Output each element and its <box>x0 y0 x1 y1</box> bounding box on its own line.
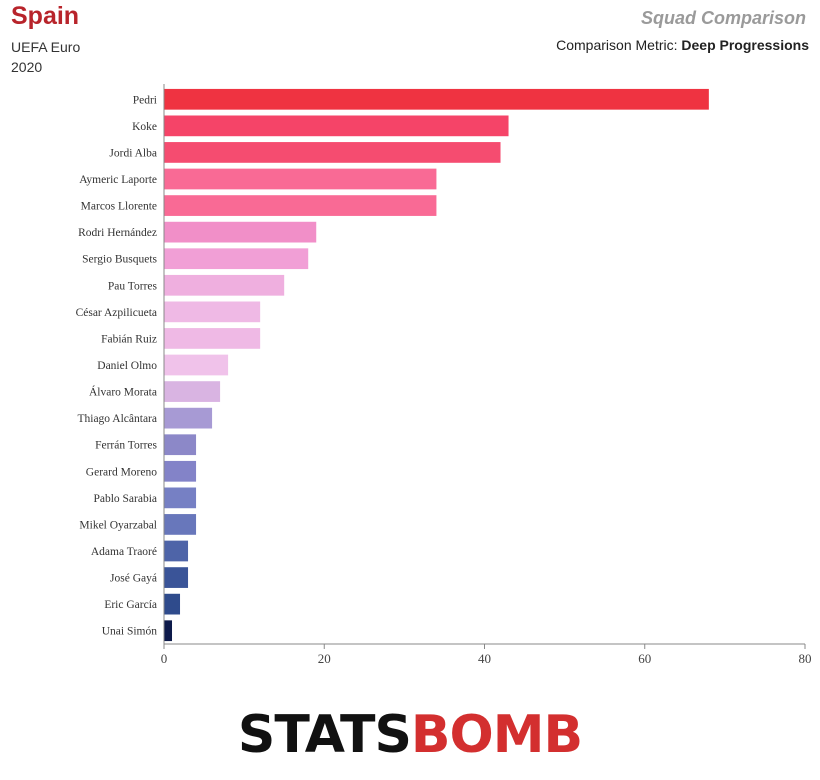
y-tick-label: Pablo Sarabia <box>93 493 157 505</box>
bar <box>164 540 189 562</box>
y-tick-label: Sergio Busquets <box>82 254 157 266</box>
bar <box>164 593 181 615</box>
bar <box>164 381 221 402</box>
bar <box>164 168 437 190</box>
x-tick-label: 20 <box>318 651 331 666</box>
bar <box>164 567 189 588</box>
y-tick-label: Koke <box>132 121 157 133</box>
y-tick-label: Mikel Oyarzabal <box>79 519 157 531</box>
chart-title: Squad Comparison <box>640 8 806 28</box>
y-tick-label: Álvaro Morata <box>89 385 157 399</box>
y-tick-label: Rodri Hernández <box>78 227 157 239</box>
bar <box>164 248 309 270</box>
x-tick-label: 60 <box>638 651 651 666</box>
bar <box>164 221 317 243</box>
bar <box>164 620 173 642</box>
metric-line: Comparison Metric: Deep Progressions <box>556 37 809 53</box>
bar <box>164 354 229 376</box>
x-tick-label: 0 <box>161 651 168 666</box>
y-tick-label: Aymeric Laporte <box>79 174 157 186</box>
bar <box>164 195 437 216</box>
y-tick-label: Pau Torres <box>108 280 158 292</box>
x-tick-label: 80 <box>799 651 812 666</box>
y-tick-label: Ferrán Torres <box>95 440 157 452</box>
y-tick-label: Adama Traoré <box>91 546 157 558</box>
y-tick-label: Jordi Alba <box>109 147 157 159</box>
statsbomb-logo: STATSBOMB <box>0 700 820 770</box>
y-tick-label: Unai Simón <box>102 626 158 638</box>
y-tick-label: Eric García <box>104 599 157 611</box>
bar <box>164 274 285 296</box>
bar <box>164 301 261 323</box>
bar <box>164 460 197 482</box>
bar <box>164 514 197 535</box>
team-name: Spain <box>11 2 80 30</box>
y-tick-label: Daniel Olmo <box>97 360 157 372</box>
logo-text-bomb: BOMB <box>410 705 583 765</box>
metric-value: Deep Progressions <box>681 37 809 53</box>
y-tick-label: José Gayá <box>110 573 157 585</box>
logo-text-stats: STATS <box>237 705 412 765</box>
y-tick-label: César Azpilicueta <box>76 307 157 319</box>
bar <box>164 115 509 137</box>
competition-label: UEFA Euro 2020 <box>11 39 81 75</box>
bar <box>164 328 261 349</box>
y-tick-label: Pedri <box>133 94 157 106</box>
metric-label: Comparison Metric: <box>556 37 678 53</box>
y-tick-label: Gerard Moreno <box>86 466 157 478</box>
bar <box>164 88 709 110</box>
y-tick-label: Marcos Llorente <box>81 201 157 213</box>
y-tick-label: Thiago Alcântara <box>77 413 157 425</box>
bar <box>164 407 213 429</box>
bar <box>164 487 197 509</box>
bar-chart: Pedri Koke Jordi Alba Aymeric Laporte Marcos… <box>76 84 812 666</box>
y-tick-label: Fabián Ruiz <box>101 333 157 345</box>
x-tick-label: 40 <box>478 651 491 666</box>
bar <box>164 434 197 456</box>
bar <box>164 142 501 163</box>
